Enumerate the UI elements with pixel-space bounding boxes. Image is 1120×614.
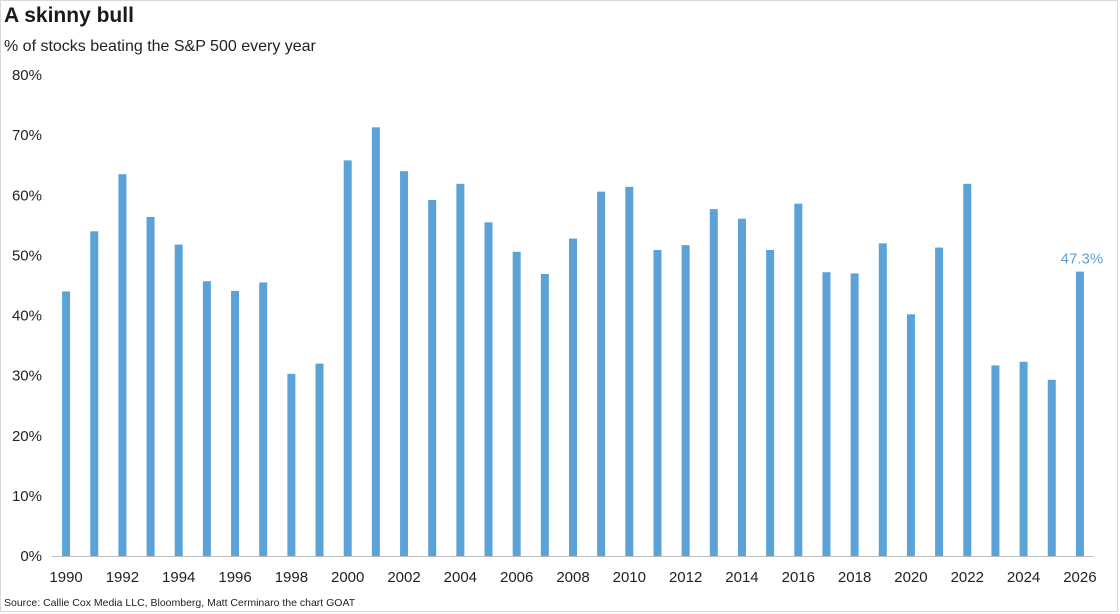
x-tick-label: 2010 xyxy=(613,569,646,586)
y-tick-label: 60% xyxy=(12,187,42,204)
bar-2014 xyxy=(737,218,746,556)
bar-1999 xyxy=(315,363,324,556)
bar-2011 xyxy=(653,249,662,556)
bar-2023 xyxy=(991,365,1000,556)
x-tick-label: 2024 xyxy=(1007,569,1040,586)
bar-2000 xyxy=(343,160,352,556)
bar-2025 xyxy=(1047,379,1056,556)
bars xyxy=(62,127,1084,557)
x-tick-label: 2020 xyxy=(894,569,927,586)
x-tick-label: 1990 xyxy=(49,569,82,586)
bar-2001 xyxy=(371,127,380,556)
bar-2019 xyxy=(878,243,887,556)
bar-1993 xyxy=(146,216,155,556)
x-tick-label: 2002 xyxy=(387,569,420,586)
x-tick-label: 1994 xyxy=(162,569,195,586)
bar-2005 xyxy=(484,222,493,556)
x-tick-label: 1998 xyxy=(275,569,308,586)
bar-2006 xyxy=(512,251,521,556)
y-tick-label: 50% xyxy=(12,247,42,264)
y-axis: 0% 10% 20% 30% 40% 50% 60% 70% 80% xyxy=(12,67,42,565)
x-tick-label: 2000 xyxy=(331,569,364,586)
bar-1998 xyxy=(287,373,296,556)
y-tick-label: 10% xyxy=(12,488,42,505)
bar-2017 xyxy=(822,272,831,556)
y-tick-label: 20% xyxy=(12,428,42,445)
y-tick-label: 40% xyxy=(12,308,42,325)
x-tick-label: 2014 xyxy=(725,569,758,586)
bar-2008 xyxy=(569,238,577,557)
x-tick-label: 2022 xyxy=(951,569,984,586)
chart-title: A skinny bull xyxy=(4,4,134,27)
y-tick-label: 0% xyxy=(20,548,42,565)
bar-2018 xyxy=(850,273,859,556)
bar-2026 xyxy=(1075,271,1084,556)
bar-1994 xyxy=(174,244,183,557)
bar-2021 xyxy=(935,247,944,556)
bar-2010 xyxy=(625,186,634,556)
bar-2002 xyxy=(400,171,409,556)
y-tick-label: 80% xyxy=(12,67,42,84)
bar-2013 xyxy=(709,209,718,556)
bar-2009 xyxy=(597,191,606,556)
bar-1996 xyxy=(231,290,240,556)
chart-subtitle: % of stocks beating the S&P 500 every ye… xyxy=(4,38,316,55)
x-tick-label: 2008 xyxy=(556,569,589,586)
bar-1997 xyxy=(259,282,268,556)
bar-1990 xyxy=(62,291,71,556)
bar-2020 xyxy=(906,314,915,556)
x-tick-label: 2016 xyxy=(782,569,815,586)
x-tick-label: 2012 xyxy=(669,569,702,586)
source-note: Source: Callie Cox Media LLC, Bloomberg,… xyxy=(4,597,356,609)
bar-2004 xyxy=(456,183,465,556)
bar-2022 xyxy=(963,183,972,556)
x-axis: 1990 1992 1994 1996 1998 2000 2002 2004 2006 2008… xyxy=(49,556,1097,586)
x-tick-label: 2026 xyxy=(1063,569,1096,586)
bar-1995 xyxy=(202,281,211,556)
bar-1992 xyxy=(118,174,127,556)
data-label-2026: 47.3% xyxy=(1061,251,1104,268)
bar-2003 xyxy=(428,200,437,556)
bar-2015 xyxy=(766,249,775,556)
x-tick-label: 1992 xyxy=(106,569,139,586)
bar-2007 xyxy=(540,274,549,556)
bar-2016 xyxy=(794,203,803,557)
x-tick-label: 2018 xyxy=(838,569,871,586)
bar-1991 xyxy=(90,231,99,556)
x-tick-label: 2004 xyxy=(444,569,477,586)
y-tick-label: 30% xyxy=(12,368,42,385)
bar-2024 xyxy=(1019,361,1028,556)
bar-2012 xyxy=(681,245,690,556)
annotations: 47.3% xyxy=(1061,251,1104,268)
x-tick-label: 2006 xyxy=(500,569,533,586)
y-tick-label: 70% xyxy=(12,127,42,144)
x-tick-label: 1996 xyxy=(218,569,251,586)
